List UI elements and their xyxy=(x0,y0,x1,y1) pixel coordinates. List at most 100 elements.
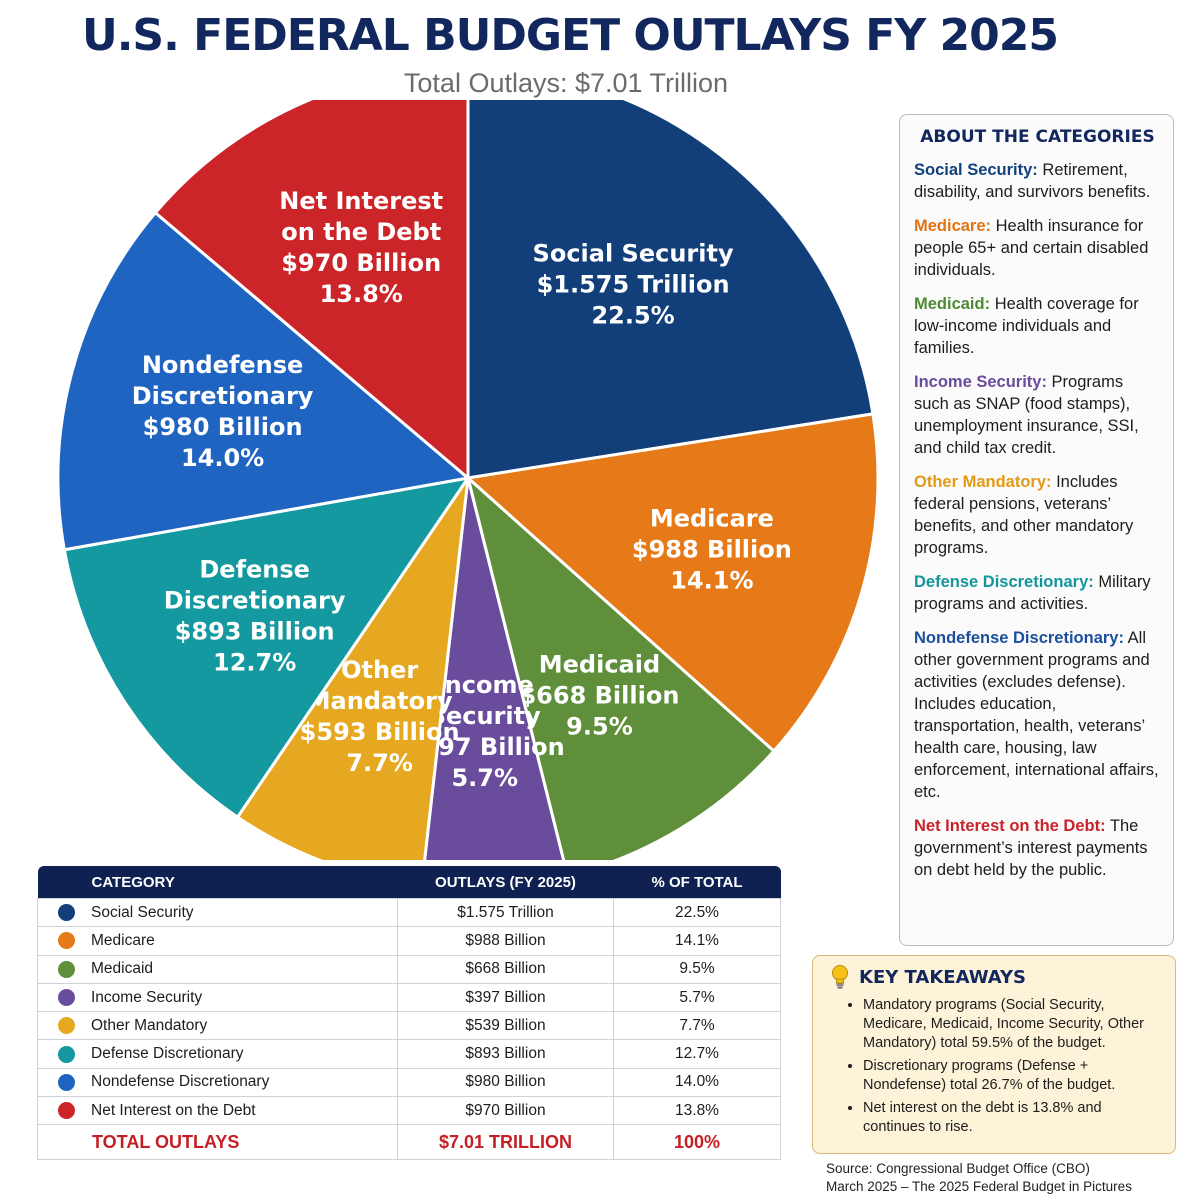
source-line-2: March 2025 – The 2025 Federal Budget in … xyxy=(826,1179,1132,1194)
category-label: Defense Discretionary xyxy=(91,1045,244,1063)
about-item-desc: Health insurance for people 65+ and cert… xyxy=(914,217,1149,279)
cell-outlays: $970 Billion xyxy=(397,1096,614,1126)
slice-label-line: $593 Billion xyxy=(300,718,460,746)
category-label: Net Interest on the Debt xyxy=(91,1101,256,1119)
legend-dot xyxy=(58,988,75,1006)
slice-label-net-interest-on-the-debt: Net Interest on the Debt $970 Billion 13.8% xyxy=(279,187,443,308)
slice-label-line: 22.5% xyxy=(591,302,674,330)
about-item-other-mandatory: Other Mandatory: Includes federal pensio… xyxy=(914,471,1161,559)
slice-label-line: Social Security xyxy=(533,240,734,268)
cell-percent: 13.8% xyxy=(613,1096,781,1126)
pie-slice-other-mandatory xyxy=(235,477,470,860)
about-item-name: Medicare: xyxy=(914,217,992,235)
cell-outlays: $397 Billion xyxy=(397,982,614,1013)
about-item-nondefense-discretionary: Nondefense Discretionary: All other gove… xyxy=(914,627,1161,803)
about-item-net-interest-on-the-debt: Net Interest on the Debt: The government… xyxy=(914,815,1161,881)
header-outlays: OUTLAYS (FY 2025) xyxy=(397,866,614,899)
about-item-desc: Programs such as SNAP (food stamps), une… xyxy=(914,373,1139,457)
lightbulb-icon xyxy=(832,965,848,989)
category-label: Nondefense Discretionary xyxy=(91,1073,270,1091)
about-item-desc: Military programs and activities. xyxy=(914,573,1151,613)
cell-outlays: $668 Billion xyxy=(397,954,614,984)
cell-percent: 14.1% xyxy=(613,926,781,956)
slice-label-other-mandatory: Other Mandatory $593 Billion 7.7% xyxy=(300,656,460,777)
slice-label-line: 9.5% xyxy=(566,713,633,741)
table-row: Medicare $988 Billion 14.1% xyxy=(37,926,781,956)
cell-percent: 7.7% xyxy=(613,1011,781,1041)
about-item-desc: All other government programs and activi… xyxy=(914,629,1159,801)
about-items: Social Security: Retirement, disability,… xyxy=(914,159,1161,881)
slice-label-line: Medicaid xyxy=(539,651,660,679)
pie-slice-medicaid xyxy=(465,473,776,860)
table-row: Defense Discretionary $893 Billion 12.7% xyxy=(37,1039,781,1069)
takeaway-item: Mandatory programs (Social Security, Med… xyxy=(863,996,1165,1053)
legend-dot xyxy=(58,1102,75,1120)
legend-dot xyxy=(58,1073,75,1091)
cell-category: Nondefense Discretionary xyxy=(37,1067,398,1098)
about-item-name: Net Interest on the Debt: xyxy=(914,817,1106,835)
slice-label-line: 7.7% xyxy=(346,749,413,777)
about-item-medicaid: Medicaid: Health coverage for low-income… xyxy=(914,293,1161,359)
cell-outlays: $988 Billion xyxy=(397,926,614,956)
total-label: TOTAL OUTLAYS xyxy=(37,1124,398,1161)
slice-label-line: Net Interest xyxy=(279,187,443,215)
cell-percent: 14.0% xyxy=(613,1067,781,1098)
table-total-row: TOTAL OUTLAYS $7.01 TRILLION 100% xyxy=(37,1124,781,1161)
pie-slice-defense-discretionary xyxy=(62,475,472,820)
table-row: Income Security $397 Billion 5.7% xyxy=(37,982,781,1013)
pie-slice-nondefense-discretionary xyxy=(56,210,472,552)
outlays-table: CATEGORY OUTLAYS (FY 2025) % OF TOTAL So… xyxy=(37,866,781,1161)
about-item-medicare: Medicare: Health insurance for people 65… xyxy=(914,215,1161,281)
pie-slice-net-interest-on-the-debt xyxy=(153,100,470,482)
cell-outlays: $980 Billion xyxy=(397,1067,614,1098)
about-item-desc: The government’s interest payments on de… xyxy=(914,817,1148,879)
legend-dot xyxy=(58,1045,75,1063)
cell-percent: 22.5% xyxy=(613,897,781,928)
page-subtitle: Total Outlays: $7.01 Trillion xyxy=(403,68,729,98)
slice-label-line: 14.0% xyxy=(181,444,264,472)
slice-label-line: on the Debt xyxy=(281,218,441,246)
about-item-income-security: Income Security: Programs such as SNAP (… xyxy=(914,371,1161,459)
about-item-defense-discretionary: Defense Discretionary: Military programs… xyxy=(914,571,1161,615)
header-percent: % OF TOTAL xyxy=(613,866,781,899)
category-label: Other Mandatory xyxy=(91,1016,208,1034)
cell-percent: 5.7% xyxy=(613,982,781,1013)
source-line-1: Source: Congressional Budget Office (CBO… xyxy=(826,1161,1090,1176)
takeaways-list: Mandatory programs (Social Security, Med… xyxy=(829,996,1165,1137)
about-item-desc: Includes federal pensions, veterans’ ben… xyxy=(914,473,1134,557)
table-header-row: CATEGORY OUTLAYS (FY 2025) % OF TOTAL xyxy=(37,866,781,899)
budget-pie-chart: Social Security $1.575 Trillion 22.5% Medic… xyxy=(56,100,880,860)
legend-dot xyxy=(58,932,75,950)
slice-label-line: $668 Billion xyxy=(519,682,679,710)
about-item-name: Nondefense Discretionary: xyxy=(914,629,1124,647)
cell-outlays: $893 Billion xyxy=(397,1039,614,1069)
slice-label-defense-discretionary: Defense Discretionary $893 Billion 12.7% xyxy=(164,556,346,677)
cell-category: Medicaid xyxy=(37,954,398,984)
slice-label-line: 5.7% xyxy=(451,764,518,792)
source-note: Source: Congressional Budget Office (CBO… xyxy=(826,1160,1132,1196)
cell-outlays: $1.575 Trillion xyxy=(397,897,614,928)
slice-label-line: Discretionary xyxy=(132,382,314,410)
pie-slice-social-security xyxy=(466,100,875,480)
slice-label-line: 13.8% xyxy=(320,280,403,308)
about-categories-panel: ABOUT THE CATEGORIES Social Security: Re… xyxy=(899,114,1174,946)
about-item-name: Income Security: xyxy=(914,373,1047,391)
category-label: Social Security xyxy=(91,903,194,921)
total-percent: 100% xyxy=(613,1124,781,1161)
takeaway-item: Discretionary programs (Defense + Nondef… xyxy=(863,1057,1165,1095)
header-category: CATEGORY xyxy=(37,866,398,899)
slice-label-line: Income xyxy=(436,671,534,699)
about-item-name: Medicaid: xyxy=(914,295,991,313)
slice-label-nondefense-discretionary: Nondefense Discretionary $980 Billion 14.0% xyxy=(132,351,314,472)
page-title: U.S. FEDERAL BUDGET OUTLAYS FY 2025 xyxy=(81,10,1059,61)
slice-label-medicaid: Medicaid $668 Billion 9.5% xyxy=(519,651,679,741)
about-item-social-security: Social Security: Retirement, disability,… xyxy=(914,159,1161,203)
cell-category: Social Security xyxy=(37,897,398,928)
cell-category: Income Security xyxy=(37,982,398,1013)
slice-label-medicare: Medicare $988 Billion 14.1% xyxy=(632,505,792,595)
slice-label-line: Mandatory xyxy=(307,687,453,715)
key-takeaways-panel: KEY TAKEAWAYS Mandatory programs (Social… xyxy=(812,955,1176,1154)
table-row: Medicaid $668 Billion 9.5% xyxy=(37,954,781,984)
cell-percent: 9.5% xyxy=(613,954,781,984)
takeaways-title: KEY TAKEAWAYS xyxy=(859,966,1026,988)
